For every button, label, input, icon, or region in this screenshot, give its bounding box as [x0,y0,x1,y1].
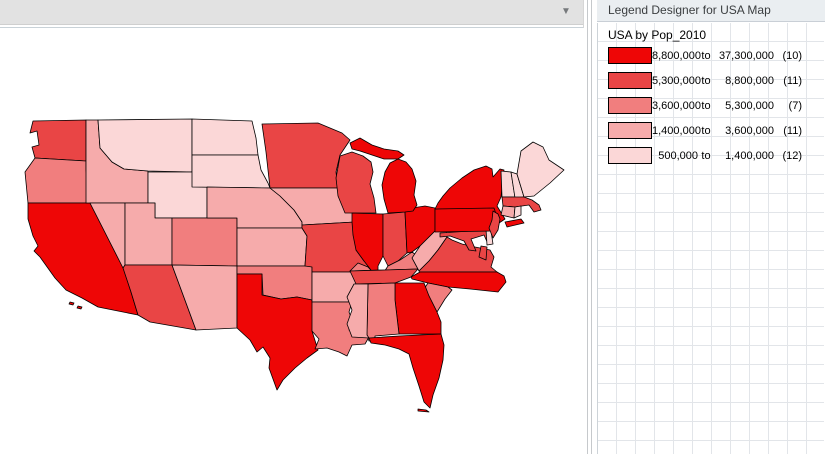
state-FL[interactable] [417,408,430,413]
legend-design-canvas[interactable]: USA by Pop_2010 8,800,000 to 37,300,000 … [597,23,824,454]
state-CA[interactable] [68,301,75,306]
legend-range-lower: 8,800,000 [652,49,701,62]
state-MI[interactable] [381,158,418,214]
state-AL[interactable] [366,282,400,342]
state-ME[interactable] [516,141,565,198]
legend-range-lower: 1,400,000 [652,124,701,137]
state-WA[interactable] [29,119,87,162]
legend-class-count: (11) [783,124,802,137]
state-ND[interactable] [191,118,259,156]
legend-range-to: to [701,49,711,62]
state-MI[interactable] [349,137,405,160]
legend-designer-panel: Legend Designer for USA Map USA by Pop_2… [597,0,825,454]
splitter-line [591,0,592,454]
legend-range-lower: 5,300,000 [652,74,701,87]
state-NY[interactable] [434,165,506,224]
legend-class-row[interactable]: 500,000 to 1,400,000 (12) [608,147,824,164]
state-NY[interactable] [504,218,525,228]
legend-class-row[interactable]: 8,800,000 to 37,300,000 (10) [608,47,824,64]
legend-range-to: to [701,149,711,162]
state-NC[interactable] [410,271,507,293]
chevron-down-icon[interactable]: ▼ [561,6,571,17]
state-RI[interactable] [513,205,522,219]
legend-class-row[interactable]: 1,400,000 to 3,600,000 (11) [608,122,824,139]
legend-class-row[interactable]: 3,600,000 to 5,300,000 (7) [608,97,824,114]
state-SD[interactable] [191,154,271,189]
map-panel: ▼ [0,0,584,454]
legend-range-upper: 5,300,000 [725,99,774,112]
legend-class-count: (7) [788,99,802,112]
legend-range-to: to [701,99,711,112]
state-MN[interactable] [261,122,351,189]
panel-splitter[interactable] [584,0,597,454]
state-MS[interactable] [346,283,370,339]
legend-designer-title: Legend Designer for USA Map [597,0,825,22]
usa-map-svg[interactable] [0,28,584,454]
usa-choropleth-map[interactable] [0,28,584,454]
legend-class-row[interactable]: 5,300,000 to 8,800,000 (11) [608,72,824,89]
legend-color-swatch[interactable] [608,47,652,64]
legend-color-swatch[interactable] [608,122,652,139]
legend-range-upper: 8,800,000 [725,74,774,87]
legend-class-count: (11) [783,74,802,87]
splitter-line [587,0,588,454]
state-TX[interactable] [236,273,319,391]
legend-range-upper: 1,400,000 [725,149,774,162]
state-NJ[interactable] [488,210,501,239]
map-panel-divider [0,27,583,28]
state-FL[interactable] [368,333,445,409]
legend-rows: 8,800,000 to 37,300,000 (10) 5,300,000 t… [598,47,824,172]
state-OR[interactable] [24,157,91,204]
legend-color-swatch[interactable] [608,72,652,89]
state-VA[interactable] [478,245,488,261]
legend-range-upper: 37,300,000 [718,49,774,62]
state-KS[interactable] [236,227,308,267]
map-panel-header: ▼ [0,0,583,25]
legend-range-lower: 500,000 [658,149,698,162]
state-CA[interactable] [76,305,83,310]
legend-class-count: (10) [782,49,802,62]
legend-color-swatch[interactable] [608,97,652,114]
legend-range-lower: 3,600,000 [652,99,701,112]
legend-title[interactable]: USA by Pop_2010 [608,28,707,42]
state-CO[interactable] [171,217,238,267]
state-TN[interactable] [349,268,419,285]
legend-range-upper: 3,600,000 [725,124,774,137]
legend-range-to: to [701,74,711,87]
legend-color-swatch[interactable] [608,147,652,164]
legend-range-to: to [701,124,711,137]
state-WI[interactable] [335,151,377,214]
legend-class-count: (12) [782,149,802,162]
